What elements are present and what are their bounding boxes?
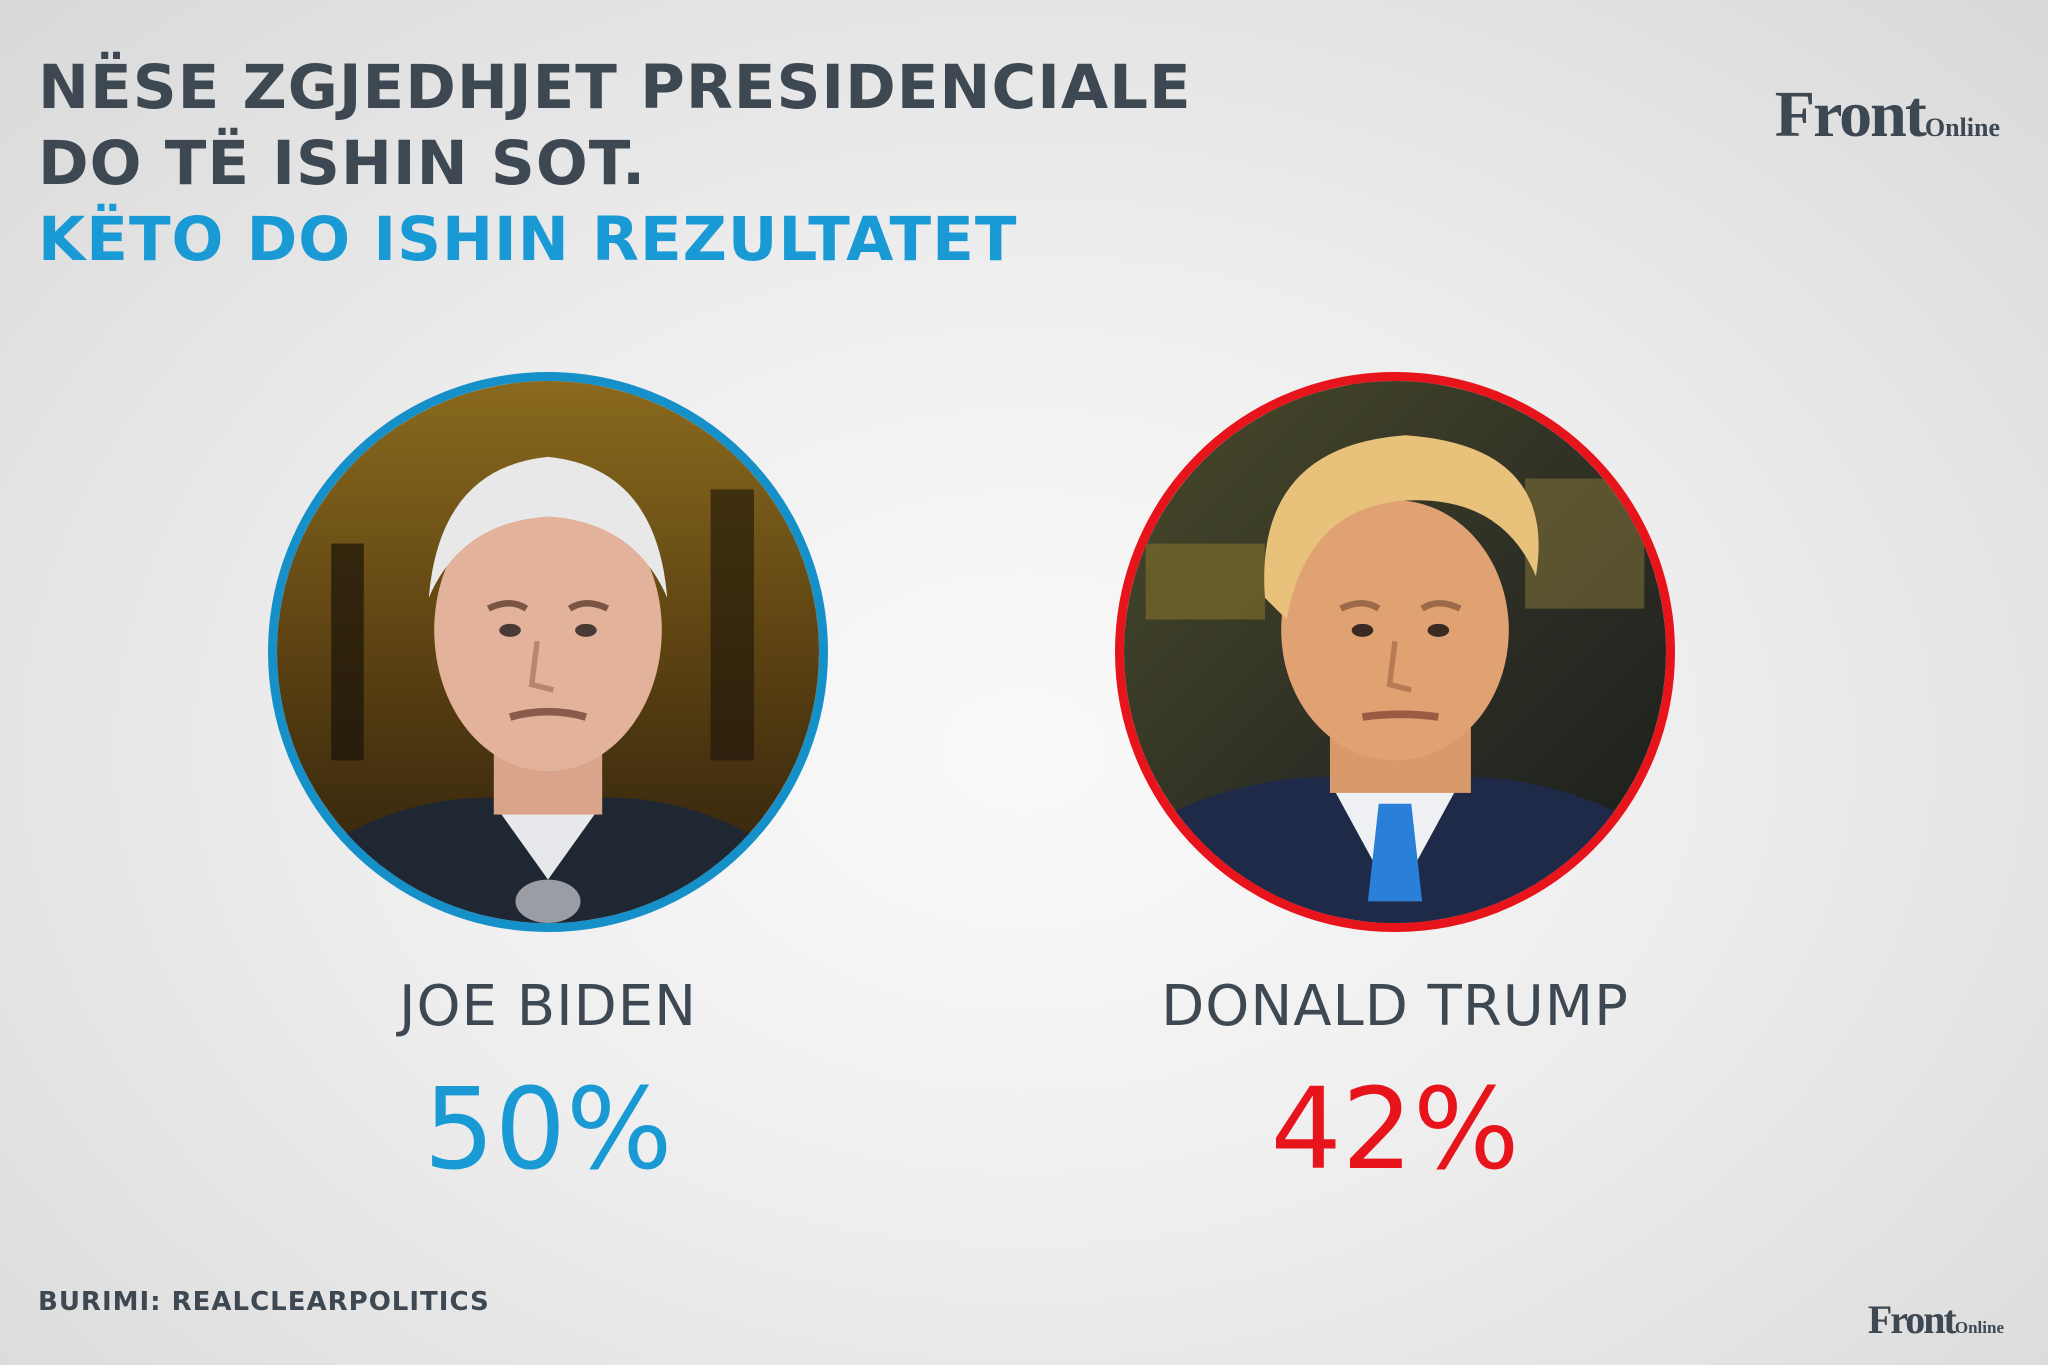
front-online-logo: FrontOnline [1775, 82, 2000, 161]
headline-subtitle: KËTO DO ISHIN REZULTATET [38, 204, 1018, 275]
candidate-name-biden: JOE BIDEN [398, 974, 698, 1039]
candidate-percent-biden: 50% [423, 1065, 673, 1195]
trump-portrait [1115, 372, 1675, 932]
headline-line-1: NËSE ZGJEDHJET PRESIDENCIALE [38, 52, 1192, 123]
headline-line-2: DO TË ISHIN SOT. [38, 128, 647, 199]
candidate-biden: JOE BIDEN 50% [258, 372, 838, 1190]
trump-portrait-image [1124, 381, 1666, 923]
biden-portrait [268, 372, 828, 932]
biden-portrait-image [277, 381, 819, 923]
source-label: BURIMI: REALCLEARPOLITICS [38, 1287, 490, 1317]
logo-main-text: Front [1774, 78, 1927, 151]
logo-sub-text: Online [1924, 113, 2000, 142]
logo-footer-sub-text: Online [1954, 1318, 2004, 1337]
candidate-trump: DONALD TRUMP 42% [1105, 372, 1685, 1190]
headline: NËSE ZGJEDHJET PRESIDENCIALE DO TË ISHIN… [38, 50, 1192, 278]
front-online-logo-footer: FrontOnline [1868, 1300, 2004, 1348]
candidate-name-trump: DONALD TRUMP [1161, 974, 1629, 1039]
logo-footer-main-text: Front [1867, 1297, 1957, 1342]
candidate-percent-trump: 42% [1270, 1065, 1520, 1195]
